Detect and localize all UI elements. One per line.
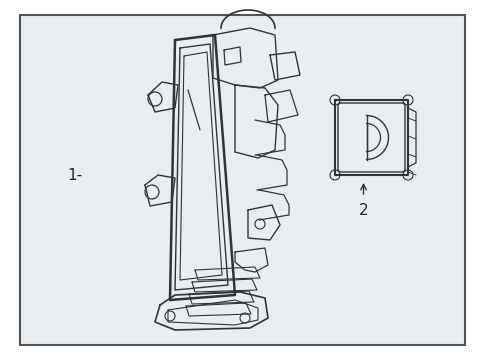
Text: 2: 2 — [359, 202, 368, 217]
Text: 1-: 1- — [68, 167, 82, 183]
